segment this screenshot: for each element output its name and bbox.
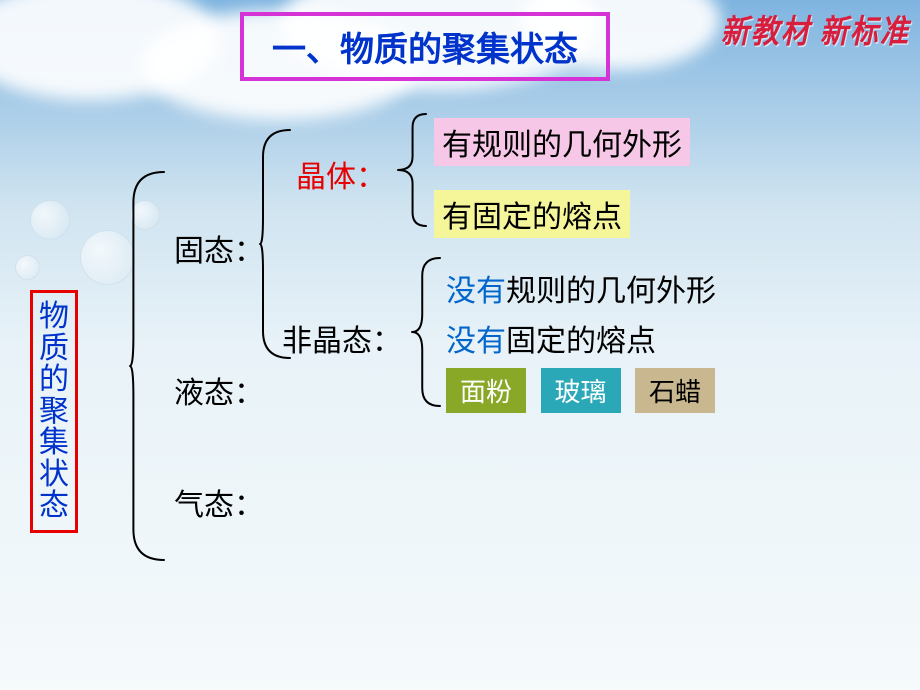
root-concept-box: 物质的聚集状态 <box>30 290 78 533</box>
root-char: 集 <box>39 427 69 459</box>
emphasis-no: 没有 <box>446 275 506 308</box>
bg-bubble <box>80 230 135 285</box>
brace-crystal <box>398 114 426 226</box>
root-char: 的 <box>39 364 69 396</box>
example-paraffin: 石蜡 <box>635 368 715 413</box>
slide-title: 一、物质的聚集状态 <box>240 12 610 81</box>
example-glass: 玻璃 <box>541 368 621 413</box>
amorphous-examples: 面粉 玻璃 石蜡 <box>446 368 723 413</box>
bg-bubble <box>15 255 40 280</box>
prop-text: 规则的几何外形 <box>506 275 716 308</box>
state-solid: 固态： <box>174 226 264 270</box>
root-char: 态 <box>39 490 69 522</box>
crystal-prop-melting: 有固定的熔点 <box>434 190 630 238</box>
root-char: 聚 <box>39 396 69 428</box>
prop-text: 固定的熔点 <box>506 325 656 358</box>
crystal-prop-shape: 有规则的几何外形 <box>434 118 690 166</box>
bg-bubble <box>30 200 70 240</box>
example-flour: 面粉 <box>446 368 526 413</box>
watermark-text: 新教材 新标准 <box>721 7 910 53</box>
root-char: 物 <box>39 301 69 333</box>
solid-amorphous: 非晶态： <box>282 316 402 360</box>
solid-crystal: 晶体： <box>296 152 386 196</box>
brace-root <box>130 172 164 560</box>
state-gas: 气态： <box>174 480 264 524</box>
state-liquid: 液态： <box>174 368 264 412</box>
emphasis-no: 没有 <box>446 325 506 358</box>
amorphous-prop-shape: 没有规则的几何外形 <box>446 266 716 310</box>
root-char: 状 <box>39 459 69 491</box>
brace-amorphous <box>412 258 440 406</box>
root-char: 质 <box>39 333 69 365</box>
amorphous-prop-melting: 没有固定的熔点 <box>446 316 656 360</box>
